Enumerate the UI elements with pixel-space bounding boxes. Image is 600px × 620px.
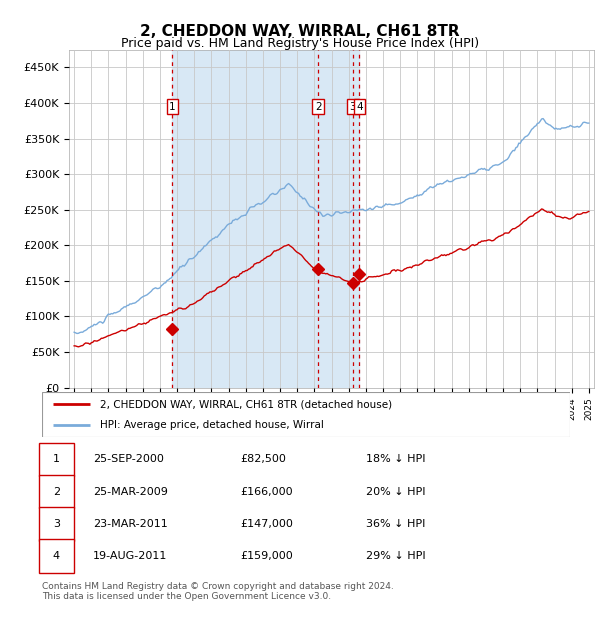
- Text: 3: 3: [53, 519, 60, 529]
- Text: £159,000: £159,000: [240, 551, 293, 561]
- Text: 4: 4: [53, 551, 60, 561]
- Text: HPI: Average price, detached house, Wirral: HPI: Average price, detached house, Wirr…: [100, 420, 324, 430]
- Text: 2: 2: [53, 487, 60, 497]
- Text: 20% ↓ HPI: 20% ↓ HPI: [366, 487, 425, 497]
- Text: 25-SEP-2000: 25-SEP-2000: [93, 454, 164, 464]
- Text: 25-MAR-2009: 25-MAR-2009: [93, 487, 168, 497]
- Text: Contains HM Land Registry data © Crown copyright and database right 2024.
This d: Contains HM Land Registry data © Crown c…: [42, 582, 394, 601]
- Text: £147,000: £147,000: [240, 519, 293, 529]
- Text: 2: 2: [315, 102, 322, 112]
- Text: 2, CHEDDON WAY, WIRRAL, CH61 8TR (detached house): 2, CHEDDON WAY, WIRRAL, CH61 8TR (detach…: [100, 399, 392, 409]
- Text: 19-AUG-2011: 19-AUG-2011: [93, 551, 167, 561]
- Text: 1: 1: [169, 102, 176, 112]
- Bar: [172, 50, 359, 388]
- Text: 3: 3: [349, 102, 356, 112]
- Text: Price paid vs. HM Land Registry's House Price Index (HPI): Price paid vs. HM Land Registry's House …: [121, 37, 479, 50]
- Text: 29% ↓ HPI: 29% ↓ HPI: [366, 551, 425, 561]
- Text: 36% ↓ HPI: 36% ↓ HPI: [366, 519, 425, 529]
- Text: 23-MAR-2011: 23-MAR-2011: [93, 519, 168, 529]
- Text: 4: 4: [356, 102, 363, 112]
- Text: £82,500: £82,500: [240, 454, 286, 464]
- Text: 18% ↓ HPI: 18% ↓ HPI: [366, 454, 425, 464]
- Text: 1: 1: [53, 454, 60, 464]
- Text: £166,000: £166,000: [240, 487, 293, 497]
- Text: 2, CHEDDON WAY, WIRRAL, CH61 8TR: 2, CHEDDON WAY, WIRRAL, CH61 8TR: [140, 24, 460, 38]
